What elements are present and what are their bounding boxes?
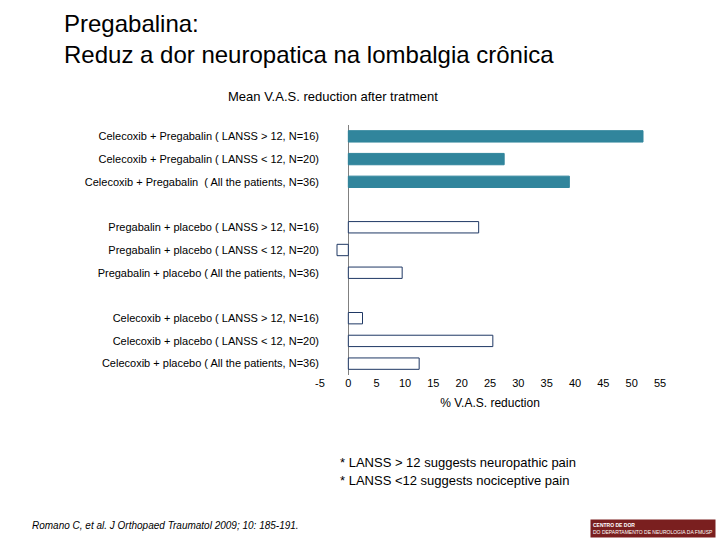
svg-text:15: 15 bbox=[427, 377, 439, 389]
svg-text:* LANSS <12 suggests nocicepti: * LANSS <12 suggests nociceptive pain bbox=[340, 473, 569, 488]
svg-text:Pregabalina:Reduz a dor neurop: Pregabalina:Reduz a dor neuropatica na l… bbox=[64, 10, 554, 68]
svg-text:55: 55 bbox=[654, 377, 666, 389]
svg-text:20: 20 bbox=[456, 377, 468, 389]
svg-text:CENTRO DE DORDO DEPARTAMENTO D: CENTRO DE DORDO DEPARTAMENTO DE NEUROLOG… bbox=[593, 522, 713, 535]
svg-text:Celecoxib + Pregabalin ( All: Celecoxib + Pregabalin ( All the patient… bbox=[85, 176, 319, 188]
svg-text:% V.A.S. reduction: % V.A.S. reduction bbox=[440, 396, 540, 410]
svg-text:0: 0 bbox=[345, 377, 351, 389]
svg-text:Mean V.A.S. reduction after tr: Mean V.A.S. reduction after tratment bbox=[228, 89, 438, 104]
svg-text:* LANSS > 12 suggests neuropat: * LANSS > 12 suggests neuropathic pain bbox=[340, 455, 576, 470]
svg-text:40: 40 bbox=[569, 377, 581, 389]
svg-text:Celecoxib + Pregabalin ( LANSS: Celecoxib + Pregabalin ( LANSS < 12, N=2… bbox=[99, 153, 319, 165]
svg-text:Celecoxib + placebo ( LANSS >: Celecoxib + placebo ( LANSS > 12, N=16) bbox=[113, 312, 319, 324]
svg-text:Celecoxib + placebo ( All the: Celecoxib + placebo ( All the patients, … bbox=[102, 357, 319, 369]
svg-text:30: 30 bbox=[512, 377, 524, 389]
svg-text:Pregabalin + placebo ( LANSS <: Pregabalin + placebo ( LANSS < 12, N=20) bbox=[108, 244, 319, 256]
svg-text:Celecoxib + Pregabalin ( LANSS: Celecoxib + Pregabalin ( LANSS > 12, N=1… bbox=[99, 130, 319, 142]
svg-text:5: 5 bbox=[374, 377, 380, 389]
svg-text:45: 45 bbox=[597, 377, 609, 389]
svg-text:50: 50 bbox=[626, 377, 638, 389]
svg-text:35: 35 bbox=[541, 377, 553, 389]
svg-text:Pregabalin + placebo ( LANSS >: Pregabalin + placebo ( LANSS > 12, N=16) bbox=[108, 221, 319, 233]
svg-text:Romano C, et al. J Orthopaed T: Romano C, et al. J Orthopaed Traumatol 2… bbox=[32, 520, 299, 531]
svg-text:10: 10 bbox=[399, 377, 411, 389]
svg-text:25: 25 bbox=[484, 377, 496, 389]
svg-text:-5: -5 bbox=[315, 377, 325, 389]
svg-text:Celecoxib + placebo ( LANSS <: Celecoxib + placebo ( LANSS < 12, N=20) bbox=[113, 335, 319, 347]
svg-text:Pregabalin + placebo ( All the: Pregabalin + placebo ( All the patients,… bbox=[98, 267, 319, 279]
